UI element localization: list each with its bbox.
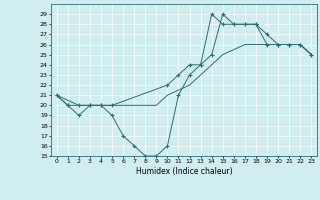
X-axis label: Humidex (Indice chaleur): Humidex (Indice chaleur): [136, 167, 232, 176]
